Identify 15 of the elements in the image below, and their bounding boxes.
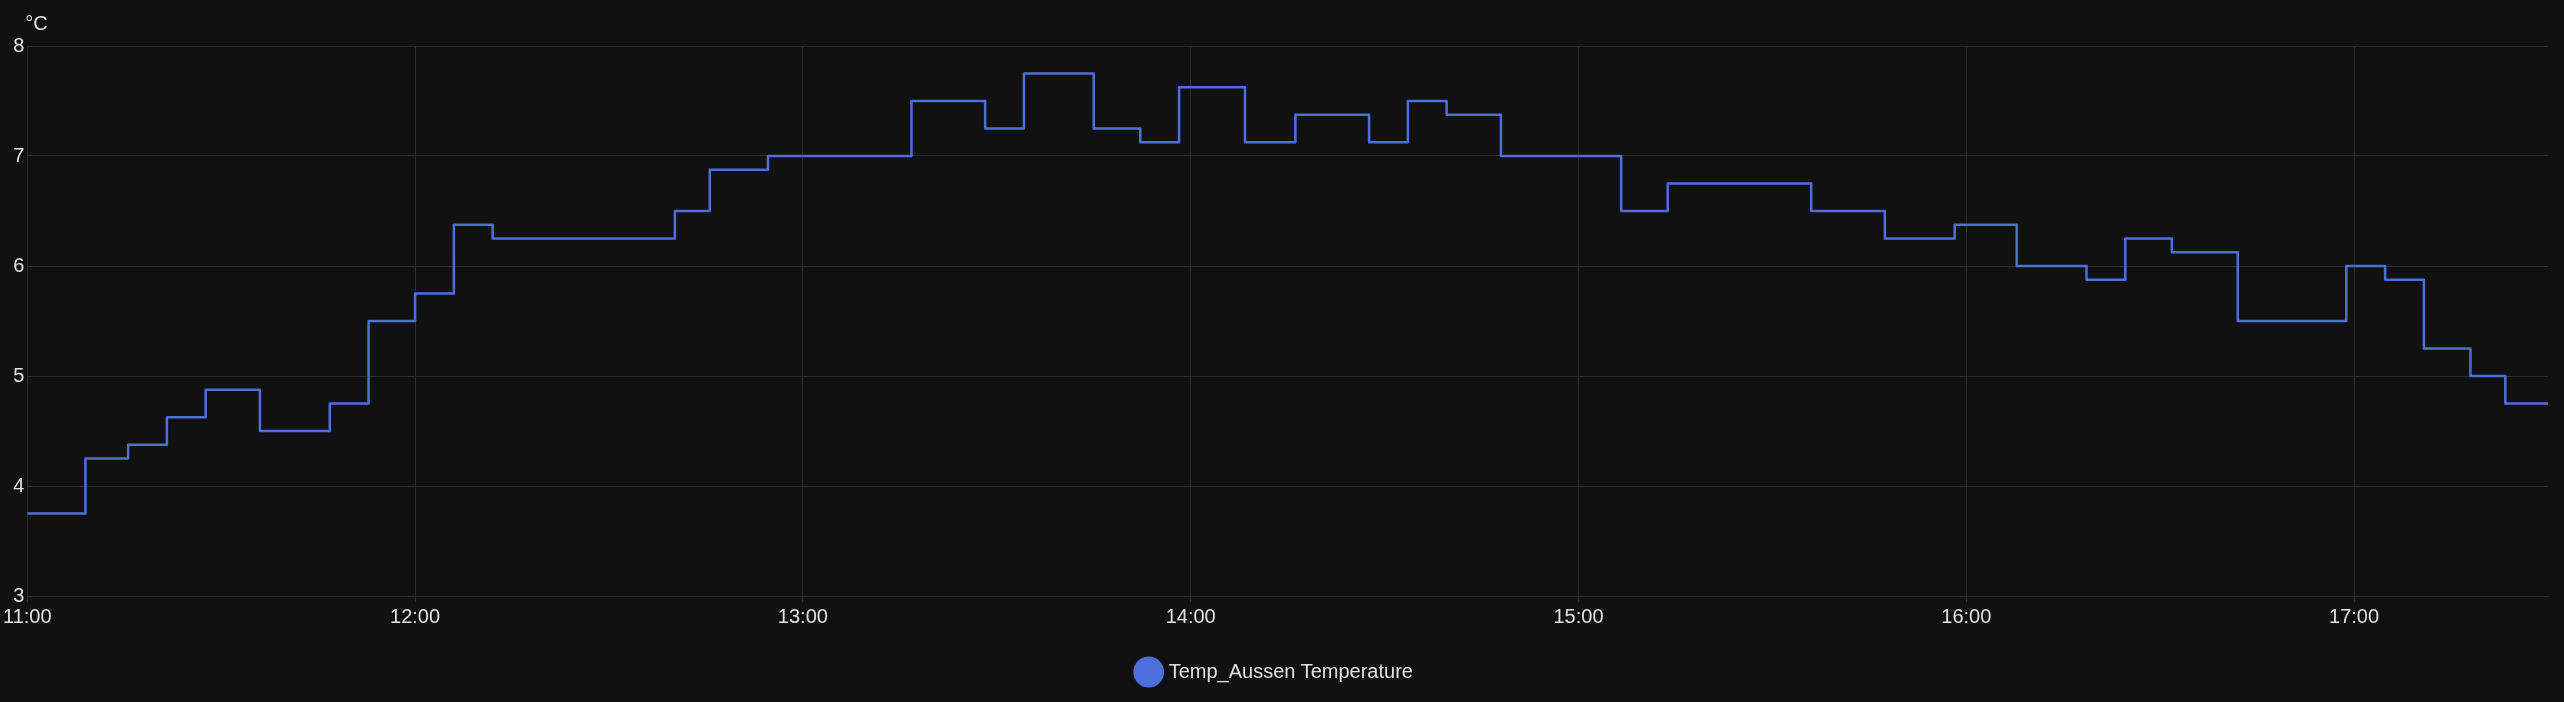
x-tick-label: 17:00 <box>2329 604 2380 627</box>
x-tick-label: 16:00 <box>1941 604 1992 627</box>
y-axis-title: °C <box>25 11 48 34</box>
x-tick-label: 14:00 <box>1165 604 1216 627</box>
y-tick-label: 8 <box>13 33 25 56</box>
x-tick-label: 12:00 <box>390 604 441 627</box>
y-tick-label: 6 <box>13 253 25 276</box>
y-tick-label: 5 <box>13 363 25 386</box>
x-tick-label: 13:00 <box>777 604 828 627</box>
x-tick-label: 11:00 <box>2 604 52 627</box>
legend-label: Temp_Aussen Temperature <box>1168 659 1413 683</box>
x-tick-label: 15:00 <box>1553 604 1604 627</box>
y-tick-label: 4 <box>13 473 25 496</box>
y-tick-label: 3 <box>13 583 25 606</box>
y-tick-label: 7 <box>13 143 25 166</box>
